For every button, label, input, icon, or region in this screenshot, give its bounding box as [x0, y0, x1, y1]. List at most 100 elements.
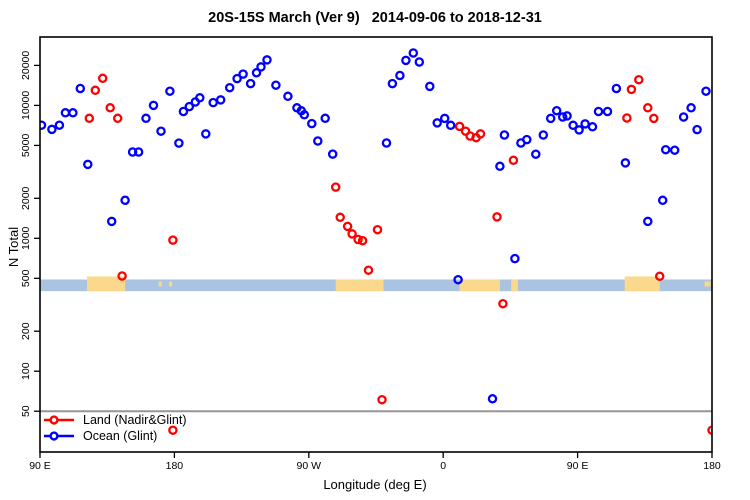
data-point-ocean — [643, 216, 653, 227]
data-point-ocean — [432, 118, 442, 128]
data-point-ocean — [531, 149, 541, 159]
land-ocean-strip — [40, 276, 712, 292]
data-point-land — [347, 229, 357, 239]
data-point-ocean — [611, 83, 622, 94]
legend-item-land: Land (Nadir&Glint) — [43, 412, 187, 428]
data-point-ocean — [562, 111, 572, 121]
x-axis-ticks: 90 E 180 90 W 0 90 E 180 — [29, 452, 721, 472]
data-point-ocean — [299, 110, 310, 120]
data-point-ocean — [538, 130, 549, 140]
land-strip-segment — [169, 281, 173, 287]
data-point-ocean — [174, 138, 184, 148]
land-strip-segment — [624, 276, 660, 292]
data-point-ocean — [401, 55, 411, 66]
data-point-ocean — [156, 126, 166, 136]
data-point-ocean — [215, 95, 226, 105]
y-tick-label: 200 — [20, 322, 32, 340]
data-point-ocean — [83, 159, 93, 170]
x-tick-label: 90 W — [297, 460, 322, 472]
land-strip-segment — [335, 279, 384, 292]
data-point-land — [492, 212, 502, 222]
data-point-ocean — [184, 101, 195, 112]
data-point-land — [498, 298, 508, 309]
data-point-land — [105, 103, 115, 113]
data-point-land — [353, 234, 363, 245]
data-point-ocean — [408, 48, 419, 58]
x-tick-label: 180 — [166, 460, 184, 472]
data-point-ocean — [545, 113, 556, 124]
data-point-land — [654, 271, 665, 282]
data-point-ocean — [313, 136, 323, 146]
data-point-land — [97, 73, 108, 84]
data-point-ocean — [165, 86, 175, 96]
x-axis-label: Longitude (deg E) — [323, 477, 427, 492]
ocean-marker-icon — [44, 431, 74, 441]
data-point-land — [508, 155, 519, 166]
data-point-ocean — [283, 91, 293, 102]
data-point-ocean — [106, 216, 117, 227]
data-point-ocean — [439, 113, 450, 124]
data-point-ocean — [495, 161, 505, 172]
y-tick-label: 5000 — [20, 134, 32, 158]
data-point-land — [475, 129, 486, 139]
data-point-ocean — [75, 83, 86, 94]
data-point-ocean — [499, 130, 510, 140]
data-point-ocean — [669, 145, 680, 155]
data-point-land — [707, 425, 712, 435]
data-point-ocean — [232, 73, 242, 84]
data-point-ocean — [271, 80, 281, 90]
land-strip-segment — [704, 281, 711, 287]
data-point-ocean — [256, 62, 266, 72]
data-point-ocean — [414, 57, 425, 67]
data-point-land — [622, 113, 632, 123]
data-point-land — [84, 113, 95, 124]
x-tick-label: 0 — [440, 460, 446, 472]
y-tick-label: 2000 — [20, 186, 32, 210]
data-point-ocean — [120, 195, 130, 206]
land-marker-icon — [44, 415, 74, 425]
data-point-ocean — [387, 78, 398, 89]
data-point-ocean — [602, 106, 613, 117]
data-point-ocean — [245, 78, 256, 89]
x-tick-label: 90 E — [29, 460, 51, 472]
data-point-ocean — [178, 106, 189, 117]
plot-border — [39, 36, 713, 453]
data-point-ocean — [201, 129, 211, 139]
data-point-ocean — [133, 147, 144, 157]
y-tick-label: 50 — [20, 405, 32, 417]
data-point-ocean — [660, 144, 671, 155]
data-point-land — [335, 212, 345, 223]
data-point-land — [363, 265, 374, 275]
data-point-ocean — [320, 113, 330, 124]
land-strip-segment — [87, 276, 126, 292]
data-point-land — [634, 74, 644, 85]
data-point-land — [168, 425, 178, 435]
chart-title: 20S-15S March (Ver 9) 2014-09-06 to 2018… — [208, 10, 542, 26]
y-axis-label: N Total — [6, 226, 21, 268]
data-point-ocean — [238, 69, 248, 79]
data-point-ocean — [692, 124, 702, 135]
legend-label-land: Land (Nadir&Glint) — [83, 413, 187, 427]
data-point-land — [117, 271, 127, 281]
data-point-ocean — [557, 112, 568, 122]
data-point-ocean — [568, 120, 578, 131]
data-point-ocean — [487, 394, 498, 404]
land-strip-segment — [158, 281, 162, 287]
legend: Land (Nadir&Glint) Ocean (Glint) — [43, 412, 187, 444]
data-point-ocean — [148, 100, 159, 111]
data-point-ocean — [593, 106, 604, 117]
data-point-land — [330, 182, 341, 192]
data-point-ocean — [141, 113, 151, 124]
data-point-ocean — [68, 108, 78, 118]
y-tick-label: 100 — [20, 362, 32, 380]
data-point-ocean — [307, 118, 317, 129]
y-tick-label: 500 — [20, 269, 32, 287]
data-point-ocean — [678, 112, 689, 122]
scatter-points — [40, 48, 712, 435]
data-point-ocean — [60, 108, 71, 118]
data-point-ocean — [522, 134, 532, 145]
data-point-land — [643, 103, 653, 113]
data-point-ocean — [686, 103, 696, 113]
data-point-ocean — [381, 138, 392, 148]
